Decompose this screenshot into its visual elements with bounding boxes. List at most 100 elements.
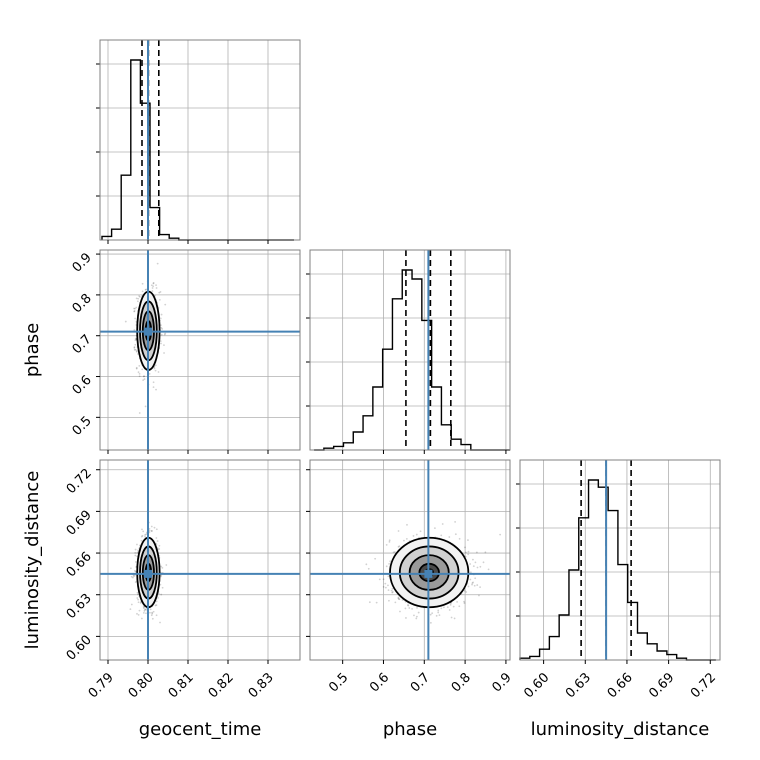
scatter-point (161, 586, 164, 589)
scatter-point (475, 551, 478, 554)
scatter-point (160, 333, 163, 336)
scatter-point (136, 591, 139, 594)
scatter-point (133, 307, 135, 310)
scatter-point (135, 350, 138, 353)
scatter-point (433, 527, 436, 529)
scatter-point (151, 617, 154, 620)
scatter-point (135, 367, 138, 370)
scatter-point (161, 566, 164, 569)
scatter-point (438, 614, 441, 617)
scatter-point (142, 375, 145, 378)
scatter-point (152, 282, 155, 285)
scatter-point (156, 540, 159, 542)
scatter-point (158, 298, 161, 301)
x-ticks-geocent-time: 0.79 0.80 0.81 0.82 0.83 (86, 240, 277, 701)
scatter-point (407, 603, 409, 606)
scatter-point (499, 533, 502, 536)
y-tick-label: 0.8 (70, 291, 95, 316)
scatter-point (467, 539, 469, 541)
scatter-point (159, 583, 162, 586)
scatter-point (390, 589, 393, 592)
scatter-point (135, 366, 138, 369)
scatter-point (140, 535, 143, 538)
scatter-point (394, 601, 397, 604)
scatter-point (136, 593, 139, 596)
scatter-point (152, 281, 155, 284)
x-tick-label: 0.69 (646, 670, 677, 701)
scatter-point (391, 590, 394, 593)
panel-content (100, 250, 300, 450)
scatter-point (135, 561, 137, 563)
scatter-point (145, 533, 148, 536)
scatter-point (144, 405, 147, 408)
scatter-point (442, 606, 445, 609)
scatter-point (415, 617, 418, 620)
scatter-point (124, 320, 127, 323)
scatter-point (148, 527, 151, 530)
scatter-point (134, 339, 137, 342)
scatter-point (158, 544, 161, 547)
scatter-point (405, 538, 408, 540)
scatter-panel-luminosity-distance-vs-geocent-time (100, 460, 300, 660)
scatter-point (152, 285, 155, 288)
x-tick-label: 0.66 (605, 670, 636, 701)
scatter-point (148, 529, 151, 532)
scatter-point (389, 560, 392, 563)
x-tick-label: 0.72 (688, 670, 719, 701)
scatter-point (137, 549, 140, 552)
scatter-point (151, 612, 154, 615)
xlabel-luminosity-distance: luminosity_distance (531, 719, 710, 740)
scatter-point (387, 584, 389, 587)
scatter-point (392, 551, 395, 554)
scatter-point (397, 530, 400, 532)
scatter-point (441, 523, 444, 525)
scatter-point (453, 617, 456, 620)
scatter-point (365, 563, 368, 566)
scatter-point (155, 614, 158, 617)
scatter-point (156, 262, 159, 265)
scatter-point (431, 612, 434, 615)
scatter-point (134, 554, 137, 557)
y-tick-label: 0.66 (64, 549, 95, 580)
scatter-point (478, 594, 480, 597)
scatter-point (149, 608, 152, 611)
histogram-step (101, 59, 294, 241)
scatter-point (135, 349, 138, 352)
scatter-point (164, 303, 167, 306)
scatter-point (155, 537, 158, 539)
scatter-point (133, 348, 136, 351)
scatter-point (160, 593, 163, 596)
scatter-point (143, 378, 146, 380)
scatter-point (155, 604, 158, 606)
scatter-point (153, 526, 156, 529)
scatter-point (137, 613, 140, 616)
scatter-point (399, 610, 401, 613)
scatter-point (155, 287, 158, 289)
scatter-point (467, 585, 470, 588)
scatter-point (440, 607, 443, 610)
scatter-point (165, 564, 168, 566)
scatter-point (391, 591, 394, 594)
scatter-point (155, 600, 158, 603)
scatter-point (150, 525, 153, 528)
scatter-point (151, 611, 153, 614)
scatter-point (384, 582, 387, 585)
ylabel-luminosity-distance: luminosity_distance (22, 471, 43, 650)
scatter-panel-luminosity-distance-vs-phase (310, 460, 510, 660)
scatter-point (138, 412, 141, 414)
scatter-point (149, 611, 151, 614)
scatter-point (398, 598, 400, 600)
scatter-point (134, 307, 136, 310)
scatter-point (463, 600, 465, 603)
scatter-point (469, 563, 472, 565)
scatter-point (154, 364, 157, 367)
x-tick-label: 0.80 (126, 670, 157, 701)
xlabel-geocent-time: geocent_time (139, 719, 262, 740)
scatter-point (429, 613, 432, 616)
scatter-point (463, 589, 466, 592)
scatter-point (150, 614, 153, 617)
scatter-point (374, 557, 377, 560)
scatter-point (142, 611, 145, 614)
scatter-point (134, 317, 137, 320)
